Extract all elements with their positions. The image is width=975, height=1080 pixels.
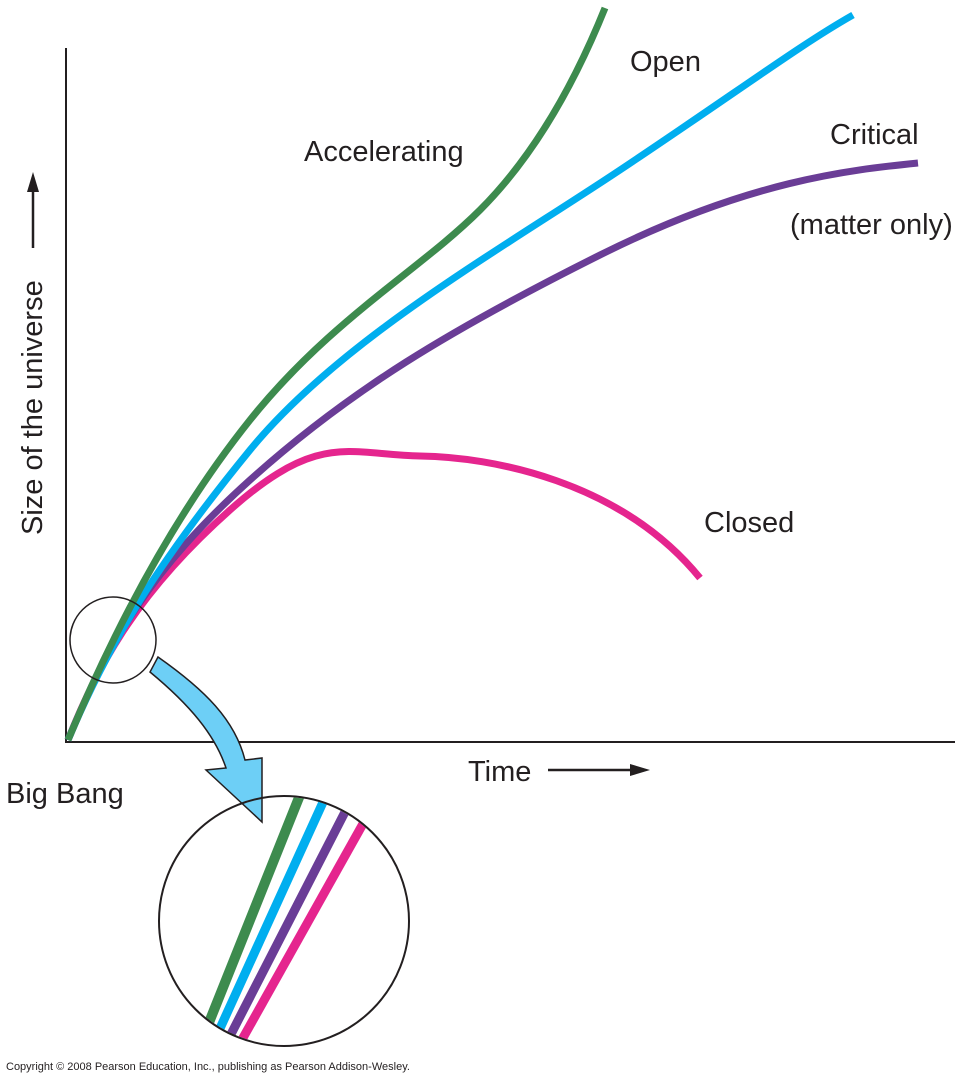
inset bbox=[201, 797, 368, 1045]
origin-label: Big Bang bbox=[6, 778, 124, 810]
critical-label: Critical bbox=[830, 119, 919, 151]
inset-accelerating bbox=[201, 797, 305, 1032]
inset-circle bbox=[158, 795, 410, 1047]
y-arrow-head bbox=[27, 172, 39, 192]
inset-critical bbox=[223, 807, 351, 1043]
open-label: Open bbox=[630, 46, 701, 78]
zoom-arrow bbox=[149, 655, 263, 824]
x-axis-label: Time bbox=[468, 756, 531, 788]
zoom-circle bbox=[69, 596, 157, 684]
x-arrow-head bbox=[630, 764, 650, 776]
y-axis-label: Size of the universe bbox=[17, 280, 49, 535]
copyright: Copyright © 2008 Pearson Education, Inc.… bbox=[6, 1061, 410, 1073]
accelerating-label: Accelerating bbox=[304, 136, 464, 168]
inset-open bbox=[212, 798, 329, 1037]
closed-curve bbox=[64, 448, 703, 742]
inset-closed bbox=[235, 819, 368, 1045]
open-curve bbox=[64, 11, 855, 742]
accelerating-curve bbox=[64, 6, 609, 742]
closed-label: Closed bbox=[704, 507, 794, 539]
critical-note: (matter only) bbox=[790, 209, 953, 241]
